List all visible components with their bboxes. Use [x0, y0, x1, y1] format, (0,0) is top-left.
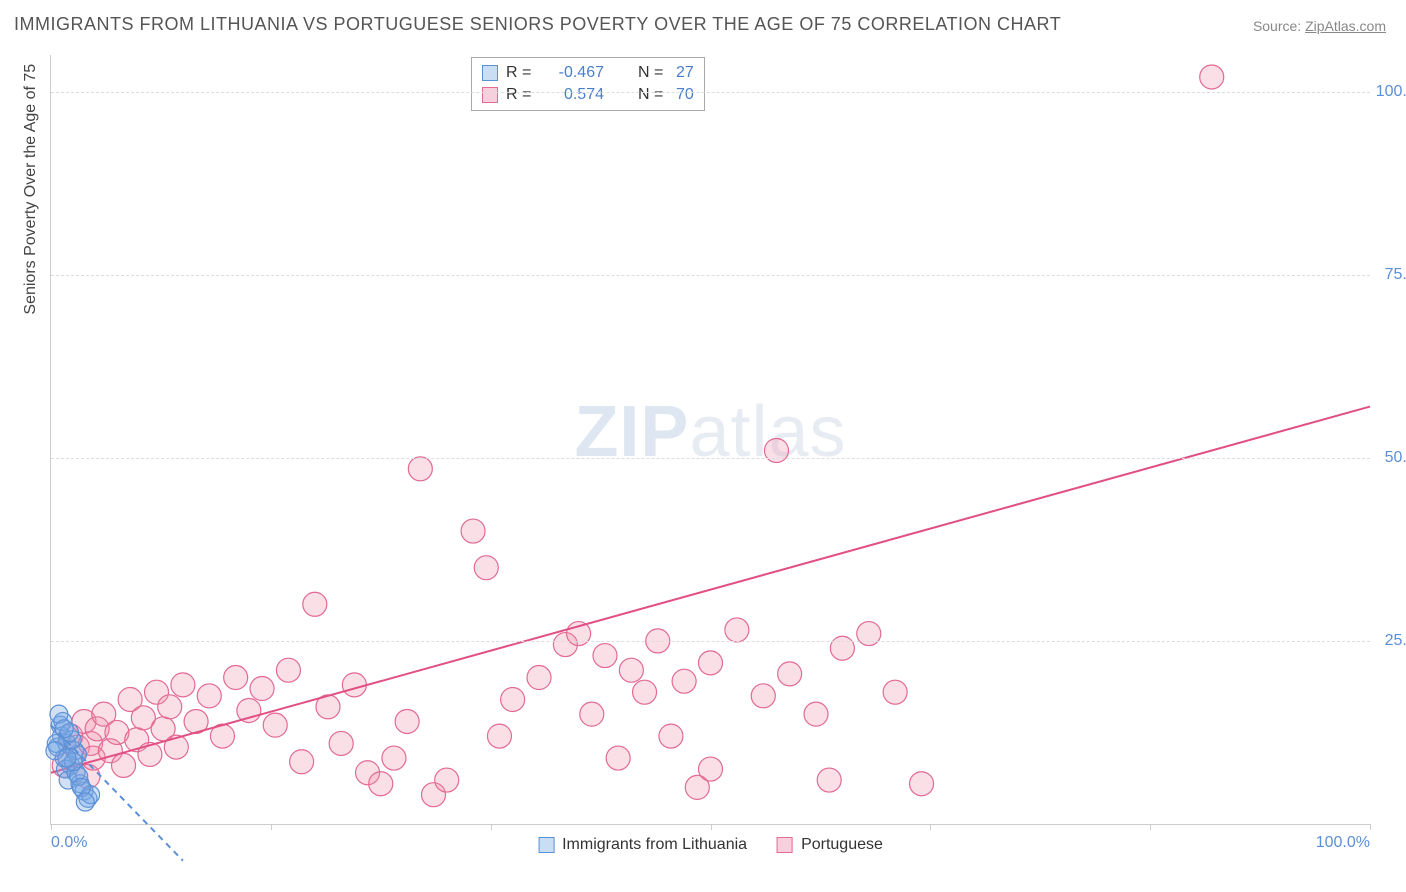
- data-point: [342, 673, 366, 697]
- data-point: [857, 622, 881, 646]
- y-axis-label: Seniors Poverty Over the Age of 75: [22, 64, 40, 315]
- source-link[interactable]: ZipAtlas.com: [1305, 18, 1386, 34]
- data-point: [329, 731, 353, 755]
- swatch-pink-bottom: [777, 837, 793, 853]
- source-label: Source:: [1253, 18, 1301, 34]
- chart-title: IMMIGRANTS FROM LITHUANIA VS PORTUGUESE …: [14, 14, 1061, 35]
- data-point: [830, 636, 854, 660]
- data-point: [883, 680, 907, 704]
- data-point: [250, 677, 274, 701]
- ytick-label: 25.0%: [1385, 632, 1406, 650]
- legend-blue-name: Immigrants from Lithuania: [562, 836, 747, 854]
- data-point: [659, 724, 683, 748]
- trend-line: [51, 407, 1370, 773]
- data-point: [501, 687, 525, 711]
- gridline: [51, 275, 1370, 276]
- data-point: [461, 519, 485, 543]
- data-point: [435, 768, 459, 792]
- data-point: [699, 757, 723, 781]
- plot-area: ZIPatlas R = -0.467 N = 27 R = 0.574 N =…: [50, 55, 1370, 825]
- gridline: [51, 92, 1370, 93]
- correlation-chart: IMMIGRANTS FROM LITHUANIA VS PORTUGUESE …: [0, 0, 1406, 892]
- data-point: [580, 702, 604, 726]
- data-point: [76, 793, 94, 811]
- data-point: [303, 592, 327, 616]
- data-point: [527, 666, 551, 690]
- data-point: [725, 618, 749, 642]
- data-point: [778, 662, 802, 686]
- source-attribution: Source: ZipAtlas.com: [1253, 18, 1386, 34]
- data-point: [263, 713, 287, 737]
- gridline: [51, 641, 1370, 642]
- data-point: [1200, 65, 1224, 89]
- data-point: [112, 753, 136, 777]
- xtick: [1370, 824, 1371, 830]
- data-point: [910, 772, 934, 796]
- data-point: [58, 749, 76, 767]
- data-point: [382, 746, 406, 770]
- data-point: [276, 658, 300, 682]
- data-point: [633, 680, 657, 704]
- data-point: [764, 438, 788, 462]
- legend-item-blue: Immigrants from Lithuania: [538, 836, 747, 854]
- xtick: [711, 824, 712, 830]
- data-point: [699, 651, 723, 675]
- xtick: [271, 824, 272, 830]
- data-point: [408, 457, 432, 481]
- data-point: [55, 720, 73, 738]
- xtick-label: 0.0%: [51, 834, 87, 852]
- data-point: [619, 658, 643, 682]
- plot-svg: [51, 55, 1370, 824]
- data-point: [804, 702, 828, 726]
- ytick-label: 75.0%: [1385, 266, 1406, 284]
- data-point: [606, 746, 630, 770]
- xtick: [930, 824, 931, 830]
- xtick-label: 100.0%: [1316, 834, 1370, 852]
- data-point: [817, 768, 841, 792]
- legend-pink-name: Portuguese: [801, 836, 883, 854]
- data-point: [593, 644, 617, 668]
- data-point: [369, 772, 393, 796]
- data-point: [487, 724, 511, 748]
- data-point: [672, 669, 696, 693]
- data-point: [290, 750, 314, 774]
- data-point: [171, 673, 195, 697]
- series-legend: Immigrants from Lithuania Portuguese: [538, 836, 883, 854]
- ytick-label: 50.0%: [1385, 449, 1406, 467]
- xtick: [51, 824, 52, 830]
- data-point: [224, 666, 248, 690]
- xtick: [1150, 824, 1151, 830]
- xtick: [491, 824, 492, 830]
- swatch-blue-bottom: [538, 837, 554, 853]
- data-point: [395, 709, 419, 733]
- data-point: [237, 698, 261, 722]
- gridline: [51, 458, 1370, 459]
- data-point: [567, 622, 591, 646]
- data-point: [474, 556, 498, 580]
- legend-item-pink: Portuguese: [777, 836, 883, 854]
- data-point: [158, 695, 182, 719]
- ytick-label: 100.0%: [1376, 83, 1406, 101]
- data-point: [751, 684, 775, 708]
- data-point: [197, 684, 221, 708]
